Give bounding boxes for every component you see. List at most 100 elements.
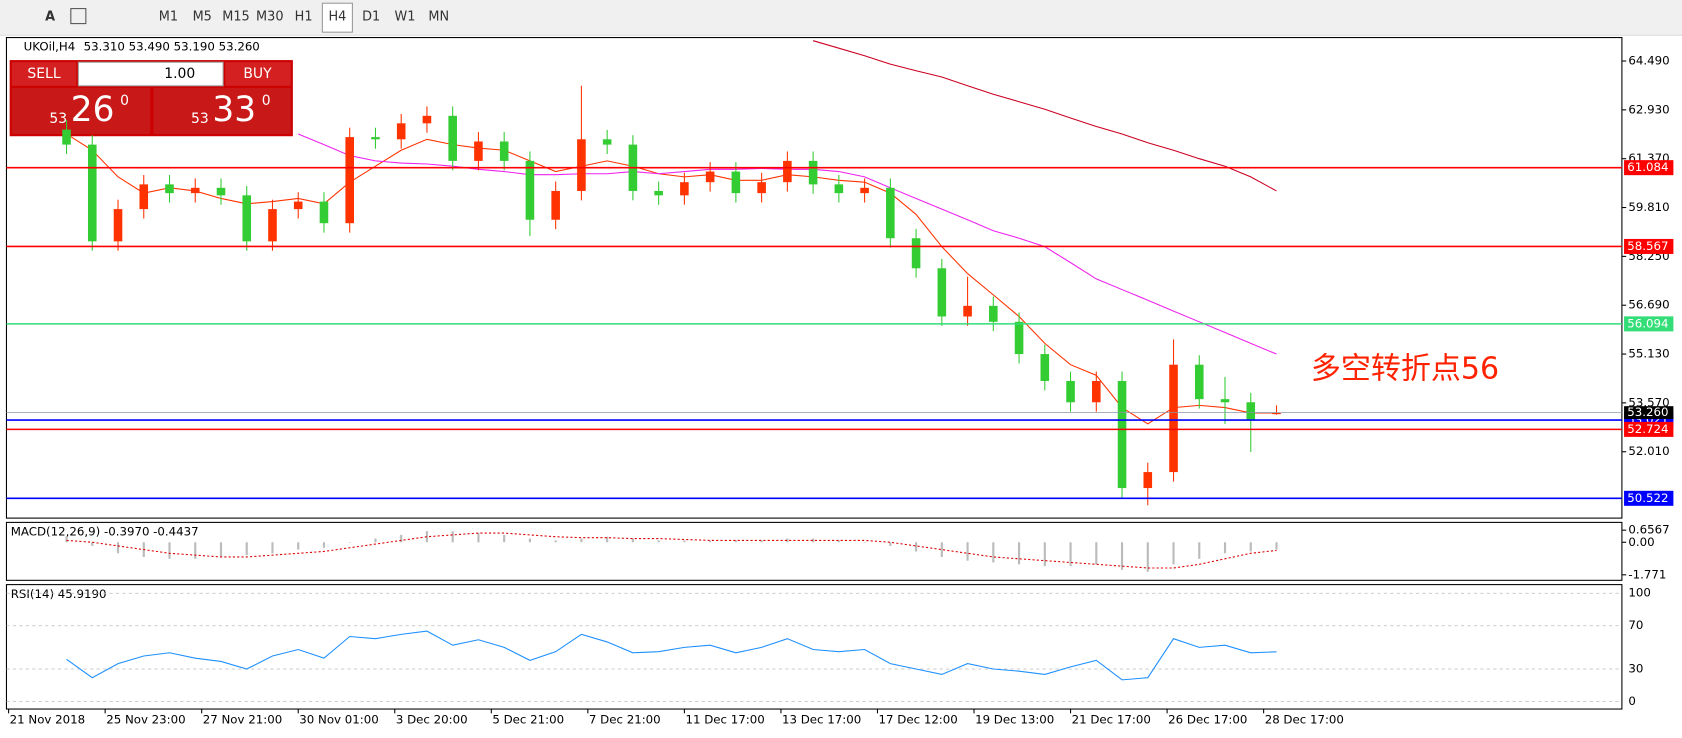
period-button[interactable]: M5	[193, 10, 212, 25]
level-label: 50.522	[1627, 491, 1668, 505]
lot-box[interactable]	[77, 61, 224, 87]
macd-bar	[1043, 542, 1046, 567]
macd-bar	[709, 540, 712, 543]
macd-bar	[580, 538, 583, 543]
period-button[interactable]: M1	[159, 10, 178, 25]
macd-bar	[271, 542, 274, 554]
candle-body	[216, 187, 226, 196]
x-tick-label: 28 Dec 17:00	[1265, 712, 1344, 726]
buy-price-small: 53	[191, 111, 209, 127]
rsi-panel	[5, 584, 1623, 710]
candle-body	[783, 160, 792, 183]
level-tag	[1624, 160, 1674, 176]
sell-price-box[interactable]	[11, 87, 151, 135]
lot-size[interactable]: 1.00	[164, 66, 195, 82]
candle-body	[113, 209, 123, 242]
x-tick-label: 5 Dec 21:00	[492, 712, 564, 726]
macd-bar	[400, 534, 403, 543]
candle-body	[1220, 399, 1230, 403]
x-tick-label: 11 Dec 17:00	[685, 712, 764, 726]
macd-bar	[606, 536, 609, 543]
sell-price-sup: 0	[120, 93, 129, 109]
macd-bar	[528, 538, 531, 543]
level-tag	[1624, 238, 1674, 254]
sell-button[interactable]	[11, 62, 77, 86]
candle-body	[1040, 354, 1050, 381]
macd-bar	[812, 538, 815, 543]
level-tag	[1624, 421, 1674, 437]
macd-bar	[940, 542, 943, 557]
macd-bar	[786, 538, 789, 543]
label-tool[interactable]	[70, 8, 87, 25]
sell-price-small: 53	[49, 111, 67, 127]
macd-bar	[348, 542, 351, 543]
candle-body	[1014, 321, 1024, 355]
period-button[interactable]: MN	[428, 10, 449, 25]
y-tick-label: 56.690	[1628, 298, 1669, 312]
period-button[interactable]: W1	[395, 10, 416, 25]
candle-body	[911, 238, 921, 269]
macd-bar	[245, 542, 248, 556]
sell-label[interactable]: SELL	[27, 66, 60, 82]
annotation: 多空转折点56	[1311, 352, 1499, 387]
macd-bar	[631, 538, 634, 543]
candle-body	[834, 184, 844, 194]
candle-body	[165, 184, 174, 194]
period-button[interactable]: H4	[328, 10, 346, 25]
macd-bar	[374, 538, 377, 543]
y-tick-label: 52.010	[1628, 444, 1669, 458]
x-tick-label: 13 Dec 17:00	[782, 712, 861, 726]
candle-body	[705, 171, 715, 183]
candle-body	[242, 195, 252, 242]
level-label: 52.724	[1627, 422, 1668, 436]
rsi-line	[66, 630, 1277, 681]
level-tag	[1624, 490, 1674, 506]
candle-body	[371, 137, 380, 140]
buy-button[interactable]	[225, 62, 291, 86]
buy-price-big: 33	[212, 90, 256, 130]
candle-body	[396, 123, 406, 140]
period-button[interactable]: D1	[362, 10, 380, 25]
macd-bar	[889, 542, 892, 546]
period-button[interactable]: M30	[256, 10, 283, 25]
macd-bar	[1095, 542, 1098, 565]
buy-price-sup: 0	[262, 93, 271, 109]
level-label: 61.084	[1627, 160, 1668, 174]
candle-body	[989, 305, 998, 322]
candle-body	[448, 115, 457, 161]
candle-body	[1169, 364, 1178, 473]
macd-bar	[683, 540, 686, 543]
buy-label[interactable]: BUY	[243, 66, 272, 82]
text-tool[interactable]: A	[45, 10, 55, 25]
candle-body	[1272, 412, 1281, 415]
candle-body	[87, 144, 97, 242]
level-label: 58.567	[1627, 239, 1668, 253]
x-tick-label: 7 Dec 21:00	[589, 712, 661, 726]
period-button[interactable]: M15	[222, 10, 249, 25]
ohlc-text: 53.310 53.490 53.190 53.260	[84, 40, 260, 54]
candle-body	[577, 139, 586, 191]
macd-title: MACD(12,26,9) -0.3970 -0.4437	[11, 525, 199, 539]
macd-bar	[503, 534, 506, 543]
candle-body	[1117, 380, 1127, 489]
x-tick-label: 21 Nov 2018	[10, 712, 85, 726]
symbol: UKOil,H4	[24, 40, 76, 54]
x-tick-label: 19 Dec 13:00	[975, 712, 1054, 726]
candle-body	[1143, 472, 1153, 489]
macd-tick-label: 0.6567	[1628, 523, 1669, 537]
macd-bar	[477, 533, 480, 543]
macd-signal	[66, 532, 1277, 569]
buy-price-box[interactable]	[153, 87, 291, 135]
candle-body	[62, 129, 71, 145]
macd-bar	[1146, 542, 1149, 572]
macd-bar	[1249, 542, 1252, 552]
macd-bar	[91, 542, 94, 546]
candle-body	[963, 305, 972, 317]
x-tick-label: 26 Dec 17:00	[1168, 712, 1247, 726]
candle-body	[293, 201, 303, 210]
y-tick-label: 64.490	[1628, 54, 1669, 68]
candle-body	[937, 268, 947, 317]
period-button[interactable]: H1	[295, 10, 313, 25]
y-tick-label: 59.810	[1628, 200, 1669, 214]
